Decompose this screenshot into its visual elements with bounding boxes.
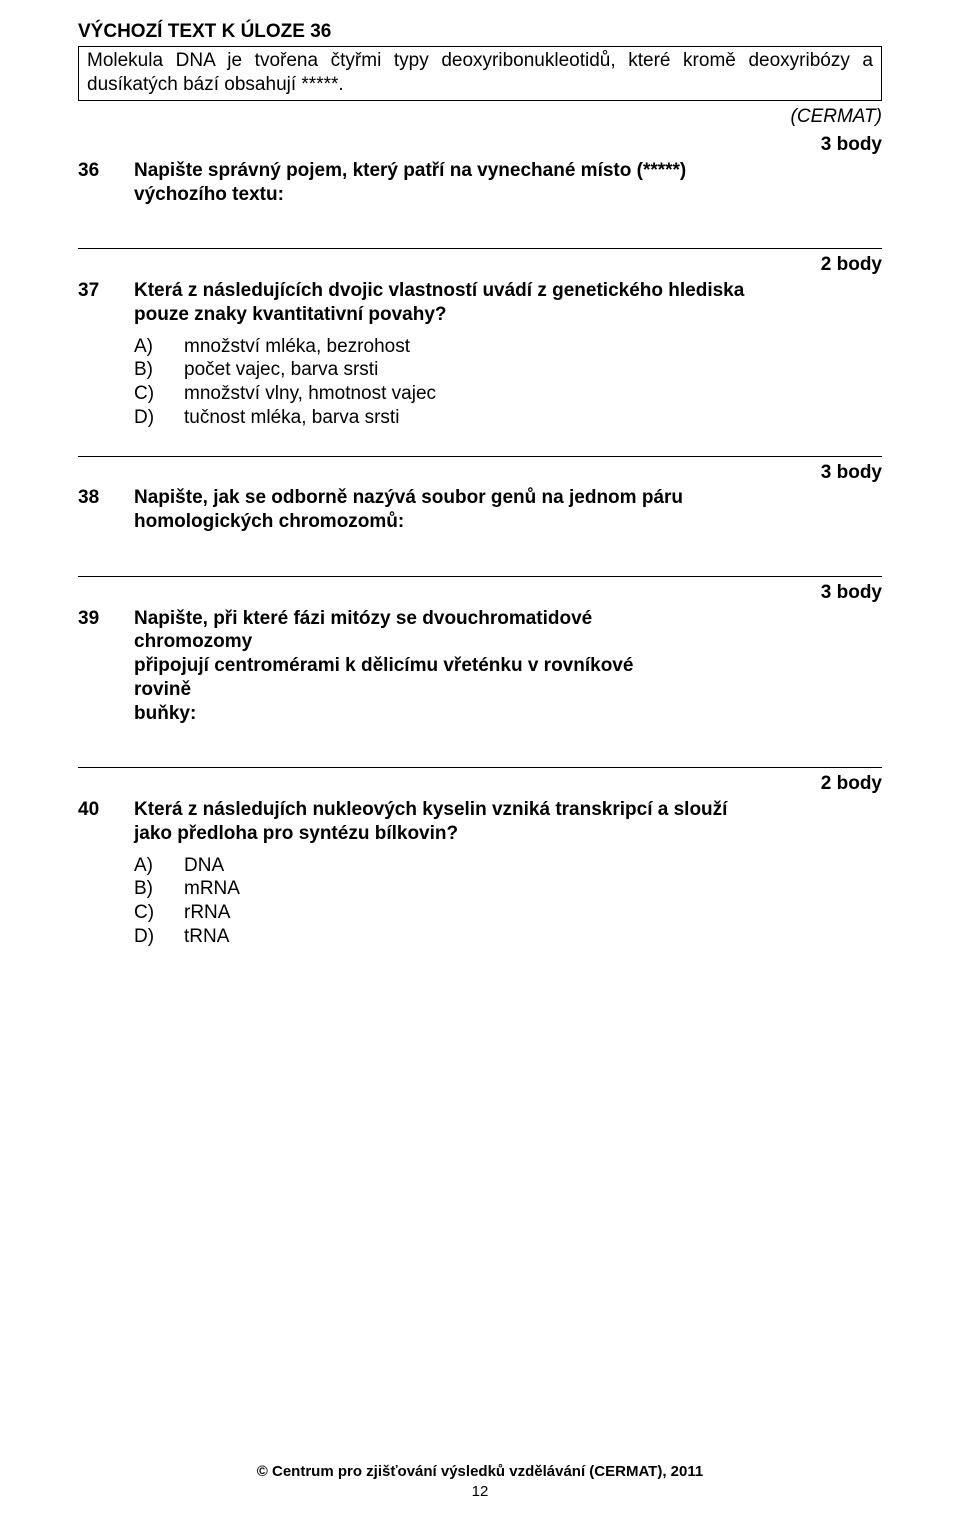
question-number: 39: [78, 607, 134, 631]
divider: [78, 456, 882, 457]
question-text: Která z následujících dvojic vlastností …: [134, 279, 882, 327]
option-letter: D): [134, 925, 184, 949]
question-text: Která z následujích nukleových kyselin v…: [134, 798, 882, 846]
source-text-box: Molekula DNA je tvořena čtyřmi typy deox…: [78, 46, 882, 102]
option-d[interactable]: D) tučnost mléka, barva srsti: [134, 406, 882, 430]
option-d[interactable]: D) tRNA: [134, 925, 882, 949]
option-c[interactable]: C) množství vlny, hmotnost vajec: [134, 382, 882, 406]
divider: [78, 248, 882, 249]
question-text-line: výchozího textu:: [134, 184, 284, 205]
question-text-line: připojují centromérami k dělicímu vřetén…: [134, 655, 633, 700]
question-39: 39 Napište, při které fázi mitózy se dvo…: [78, 607, 882, 726]
option-letter: A): [134, 854, 184, 878]
question-text-line: Která z následujích nukleových kyselin v…: [134, 799, 727, 820]
option-a[interactable]: A) DNA: [134, 854, 882, 878]
option-text: rRNA: [184, 901, 230, 925]
page-footer: © Centrum pro zjišťování výsledků vzdělá…: [0, 1463, 960, 1503]
question-text: Napište správný pojem, který patří na vy…: [134, 159, 882, 207]
question-text: Napište, při které fázi mitózy se dvouch…: [134, 607, 694, 726]
options-q37: A) množství mléka, bezrohost B) počet va…: [134, 335, 882, 430]
option-c[interactable]: C) rRNA: [134, 901, 882, 925]
option-letter: A): [134, 335, 184, 359]
option-text: tRNA: [184, 925, 229, 949]
option-letter: C): [134, 382, 184, 406]
option-text: počet vajec, barva srsti: [184, 358, 378, 382]
option-text: mRNA: [184, 877, 240, 901]
question-text-line: jako předloha pro syntézu bílkovin?: [134, 823, 458, 844]
option-text: tučnost mléka, barva srsti: [184, 406, 399, 430]
points-q39: 3 body: [78, 581, 882, 605]
question-text-line: buňky:: [134, 703, 196, 724]
question-text: Napište, jak se odborně nazývá soubor ge…: [134, 486, 694, 534]
question-38: 38 Napište, jak se odborně nazývá soubor…: [78, 486, 882, 534]
option-a[interactable]: A) množství mléka, bezrohost: [134, 335, 882, 359]
question-text-line: homologických chromozomů:: [134, 511, 404, 532]
question-text-line: Napište správný pojem, který patří na vy…: [134, 160, 686, 181]
points-q37: 2 body: [78, 253, 882, 277]
option-letter: C): [134, 901, 184, 925]
option-b[interactable]: B) počet vajec, barva srsti: [134, 358, 882, 382]
footer-copyright: © Centrum pro zjišťování výsledků vzdělá…: [0, 1463, 960, 1482]
question-number: 37: [78, 279, 134, 303]
source-text-heading: VÝCHOZÍ TEXT K ÚLOZE 36: [78, 20, 882, 44]
option-text: DNA: [184, 854, 224, 878]
option-letter: B): [134, 877, 184, 901]
points-q36: 3 body: [78, 133, 882, 157]
options-q40: A) DNA B) mRNA C) rRNA D) tRNA: [134, 854, 882, 949]
divider: [78, 576, 882, 577]
question-text-line: Napište, při které fázi mitózy se dvouch…: [134, 608, 592, 653]
question-40: 40 Která z následujích nukleových kyseli…: [78, 798, 882, 846]
option-text: množství vlny, hmotnost vajec: [184, 382, 436, 406]
source-text-body: Molekula DNA je tvořena čtyřmi typy deox…: [87, 49, 873, 97]
footer-page-number: 12: [0, 1483, 960, 1502]
option-text: množství mléka, bezrohost: [184, 335, 410, 359]
option-letter: B): [134, 358, 184, 382]
question-36: 36 Napište správný pojem, který patří na…: [78, 159, 882, 207]
question-text-line: Napište, jak se odborně nazývá soubor ge…: [134, 487, 683, 508]
points-q40: 2 body: [78, 772, 882, 796]
cermat-label: (CERMAT): [78, 105, 882, 129]
divider: [78, 767, 882, 768]
question-text-line: pouze znaky kvantitativní povahy?: [134, 304, 447, 325]
question-text-line: Která z následujících dvojic vlastností …: [134, 280, 744, 301]
question-number: 38: [78, 486, 134, 510]
question-37: 37 Která z následujících dvojic vlastnos…: [78, 279, 882, 327]
option-letter: D): [134, 406, 184, 430]
points-q38: 3 body: [78, 461, 882, 485]
option-b[interactable]: B) mRNA: [134, 877, 882, 901]
question-number: 36: [78, 159, 134, 183]
question-number: 40: [78, 798, 134, 822]
